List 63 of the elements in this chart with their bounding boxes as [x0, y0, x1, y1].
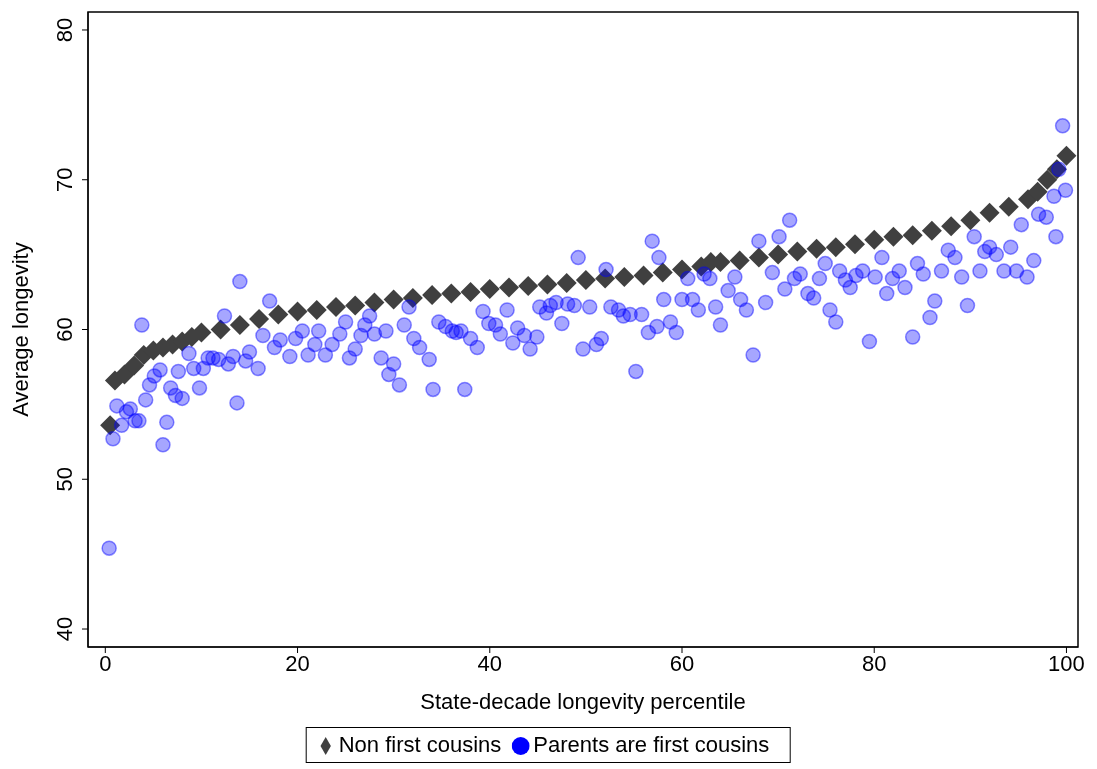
- point: [845, 234, 866, 255]
- x-tick-label: 60: [669, 650, 695, 676]
- point: [941, 216, 962, 237]
- point: [114, 364, 135, 385]
- point: [229, 315, 250, 336]
- point: [556, 273, 577, 294]
- point: [672, 259, 692, 280]
- point: [422, 285, 443, 306]
- point: [364, 292, 385, 313]
- point: [479, 279, 500, 300]
- point: [287, 301, 308, 322]
- point: [124, 355, 145, 376]
- point: [614, 267, 635, 288]
- point: [325, 297, 346, 318]
- x-tick-label: 80: [861, 650, 887, 676]
- point: [883, 226, 904, 247]
- y-tick-label: 50: [52, 467, 77, 492]
- point: [825, 237, 846, 258]
- point: [460, 282, 481, 303]
- point: [806, 238, 827, 259]
- point: [518, 276, 539, 297]
- point: [960, 210, 981, 231]
- point: [402, 288, 423, 309]
- point: [729, 250, 750, 271]
- point: [249, 309, 270, 330]
- point: [537, 274, 558, 295]
- x-tick-label: 40: [477, 650, 503, 676]
- point: [748, 247, 769, 268]
- y-tick-label: 60: [52, 317, 77, 342]
- x-tick-label: 100: [1048, 650, 1085, 676]
- point: [210, 319, 231, 340]
- point: [498, 277, 519, 298]
- point: [652, 262, 673, 283]
- point: [306, 300, 327, 321]
- point: [1046, 159, 1067, 180]
- point: [864, 229, 885, 250]
- point: [441, 283, 462, 304]
- point: [383, 289, 404, 310]
- y-axis-title: Average longevity: [7, 242, 33, 417]
- point: [345, 295, 366, 316]
- point: [1056, 145, 1077, 166]
- x-axis-title: State-decade longevity percentile: [420, 689, 746, 714]
- x-tick-label: 20: [285, 650, 310, 676]
- point: [633, 265, 654, 286]
- point: [1037, 169, 1058, 190]
- legend-label: Non first cousins: [338, 732, 502, 757]
- legend-label: Parents are first cousins: [533, 732, 770, 757]
- point: [787, 241, 808, 262]
- point: [979, 202, 1000, 223]
- point: [902, 225, 923, 246]
- point: [100, 415, 121, 436]
- point: [921, 220, 942, 241]
- y-tick-label: 40: [52, 616, 77, 642]
- point: [191, 322, 212, 343]
- point: [1027, 181, 1048, 202]
- point: [268, 304, 289, 325]
- y-tick-label: 70: [52, 167, 77, 192]
- point: [768, 244, 789, 265]
- y-tick-label: 80: [52, 17, 77, 43]
- point: [998, 196, 1019, 217]
- x-tick-label: 0: [99, 650, 112, 676]
- point: [575, 270, 596, 291]
- point: [595, 268, 616, 289]
